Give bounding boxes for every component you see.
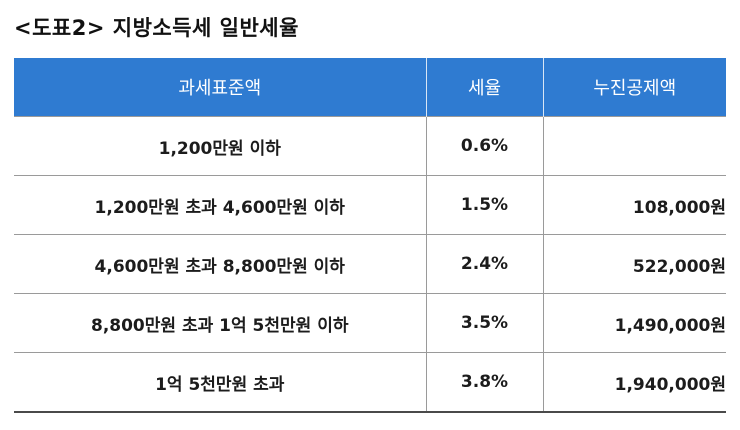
table-row: 8,800만원 초과 1억 5천만원 이하 3.5% 1,490,000원 [14, 293, 726, 353]
deduction-cell: 108,000원 [542, 175, 726, 235]
header-rate: 세율 [425, 58, 544, 117]
rate-cell: 1.5% [425, 175, 543, 235]
header-deduction: 누진공제액 [542, 58, 726, 117]
rate-cell: 0.6% [425, 116, 543, 176]
bracket-cell: 1,200만원 이하 [14, 116, 426, 176]
table-row: 1,200만원 이하 0.6% [14, 116, 726, 176]
deduction-cell: 1,940,000원 [542, 352, 726, 413]
rate-cell: 3.5% [425, 293, 543, 353]
rate-cell: 2.4% [425, 234, 543, 294]
tax-rate-table: 과세표준액 세율 누진공제액 1,200만원 이하 0.6% 1,200만원 초… [14, 58, 726, 413]
table-row: 1억 5천만원 초과 3.8% 1,940,000원 [14, 352, 726, 413]
deduction-cell [542, 116, 726, 176]
table-row: 1,200만원 초과 4,600만원 이하 1.5% 108,000원 [14, 175, 726, 235]
deduction-cell: 1,490,000원 [542, 293, 726, 353]
bracket-cell: 1억 5천만원 초과 [14, 352, 426, 413]
bracket-cell: 1,200만원 초과 4,600만원 이하 [14, 175, 426, 235]
header-row: 과세표준액 세율 누진공제액 [14, 58, 726, 117]
bracket-cell: 8,800만원 초과 1억 5천만원 이하 [14, 293, 426, 353]
bracket-cell: 4,600만원 초과 8,800만원 이하 [14, 234, 426, 294]
table-caption: <도표2> 지방소득세 일반세율 [14, 16, 299, 40]
deduction-cell: 522,000원 [542, 234, 726, 294]
table-row: 4,600만원 초과 8,800만원 이하 2.4% 522,000원 [14, 234, 726, 294]
rate-cell: 3.8% [425, 352, 543, 413]
header-bracket: 과세표준액 [14, 58, 427, 117]
